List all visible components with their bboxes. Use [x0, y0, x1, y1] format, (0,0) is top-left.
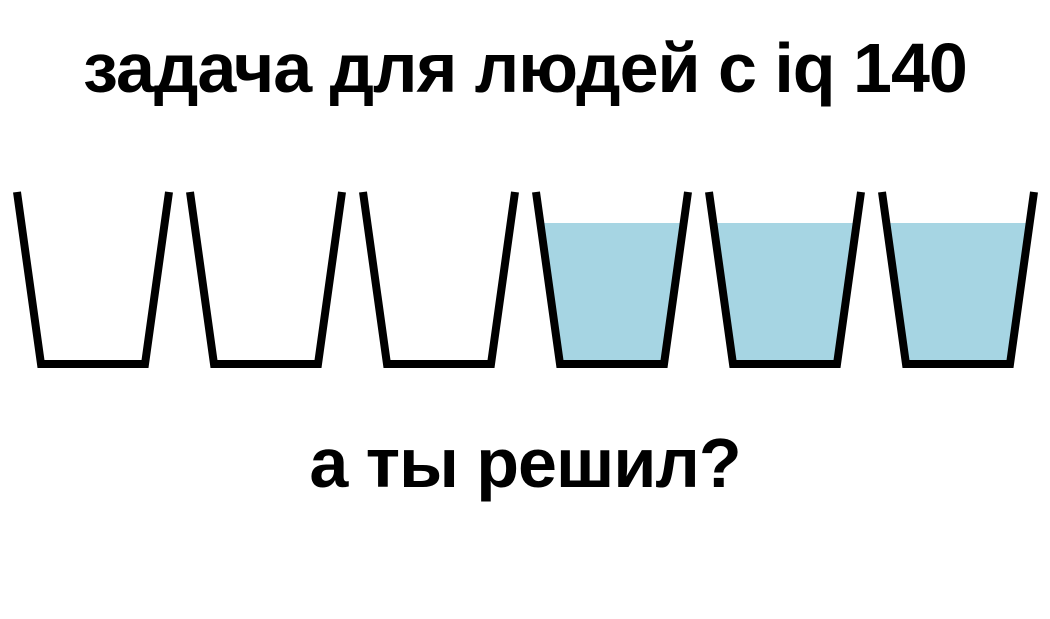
cup-full — [702, 178, 867, 368]
cup-outline — [363, 192, 515, 364]
cup-water — [713, 223, 856, 364]
cup-full — [529, 178, 694, 368]
cup-outline — [17, 192, 169, 364]
puzzle-subtitle: а ты решил? — [309, 423, 740, 503]
puzzle-title: задача для людей с iq 140 — [83, 28, 967, 108]
cup-icon — [878, 188, 1038, 368]
cup-icon — [705, 188, 865, 368]
cups-row — [10, 178, 1040, 368]
cup-empty — [356, 178, 521, 368]
cup-icon — [186, 188, 346, 368]
cup-water — [540, 223, 683, 364]
cup-water — [886, 223, 1029, 364]
cup-empty — [10, 178, 175, 368]
cup-icon — [13, 188, 173, 368]
cup-icon — [532, 188, 692, 368]
puzzle-container: задача для людей с iq 140 а ты решил? — [0, 0, 1050, 619]
cup-empty — [183, 178, 348, 368]
cup-icon — [359, 188, 519, 368]
cup-outline — [190, 192, 342, 364]
cup-full — [875, 178, 1040, 368]
